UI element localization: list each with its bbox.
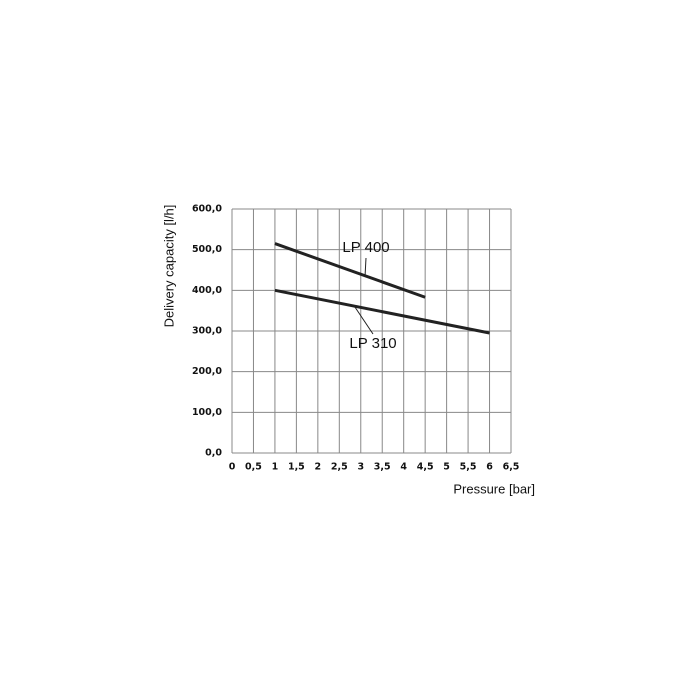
x-tick-label: 0 bbox=[229, 462, 236, 473]
y-tick-label: 300,0 bbox=[192, 326, 222, 337]
x-tick-label: 5 bbox=[443, 462, 450, 473]
x-tick-label: 6 bbox=[486, 462, 493, 473]
x-tick-label: 4 bbox=[400, 462, 407, 473]
y-tick-label: 200,0 bbox=[192, 366, 222, 377]
x-axis-label: Pressure [bar] bbox=[453, 481, 535, 496]
y-tick-label: 0,0 bbox=[205, 448, 222, 459]
y-tick-label: 100,0 bbox=[192, 407, 222, 418]
leader-line bbox=[364, 257, 367, 276]
y-tick-label: 500,0 bbox=[192, 244, 222, 255]
x-tick-label: 1 bbox=[272, 462, 279, 473]
series-label: LP 400 bbox=[342, 239, 389, 256]
series-line bbox=[274, 242, 426, 299]
leader-line bbox=[353, 305, 374, 335]
x-tick-label: 3 bbox=[357, 462, 364, 473]
x-tick-label: 3,5 bbox=[374, 462, 391, 473]
x-tick-label: 2,5 bbox=[331, 462, 348, 473]
x-tick-label: 0,5 bbox=[245, 462, 262, 473]
x-tick-label: 2 bbox=[315, 462, 322, 473]
series-label: LP 310 bbox=[349, 335, 396, 352]
y-tick-label: 600,0 bbox=[192, 204, 222, 215]
series-line bbox=[274, 288, 490, 335]
y-axis-label: Delivery capacity [l/h] bbox=[161, 205, 176, 328]
y-tick-label: 400,0 bbox=[192, 285, 222, 296]
x-tick-label: 1,5 bbox=[288, 462, 305, 473]
x-tick-label: 5,5 bbox=[460, 462, 477, 473]
x-tick-label: 4,5 bbox=[417, 462, 434, 473]
x-tick-label: 6,5 bbox=[503, 462, 520, 473]
